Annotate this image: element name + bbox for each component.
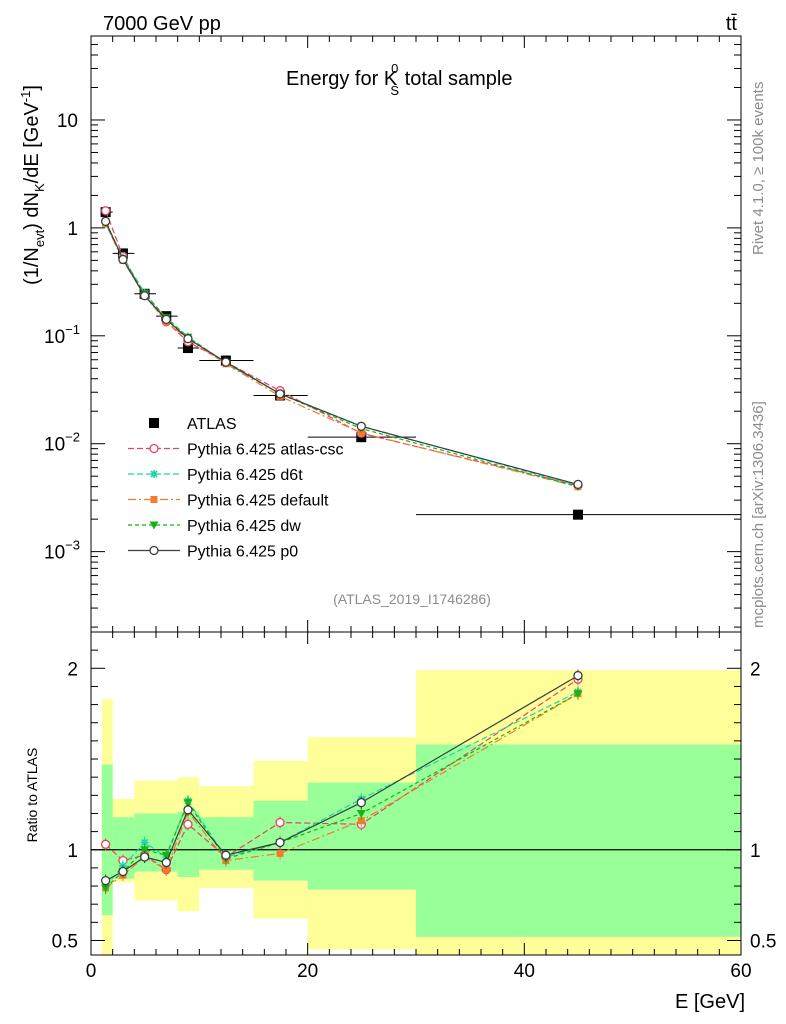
axes [90, 35, 742, 956]
main-point-p0 [100, 216, 111, 226]
ratio-point-dw [356, 809, 366, 818]
band-inner-7 [416, 744, 741, 937]
ratio-y-tick-label-right: 0.5 [750, 931, 776, 952]
ratio-bands [101, 670, 741, 955]
x-tick-label: 60 [730, 961, 751, 982]
x-axis-label: E [GeV] [675, 991, 745, 1013]
ratio-y-tick-label-right: 1 [750, 841, 761, 862]
legend-marker-d6t [150, 470, 158, 478]
data-point [182, 343, 193, 354]
ratio-point-p0 [221, 850, 231, 860]
y-tick-label: 10 [57, 111, 78, 132]
main-point-p0 [161, 314, 171, 325]
legend-marker-p0 [149, 545, 159, 556]
ratio-point-default [276, 849, 284, 857]
ratio-point-default [357, 817, 365, 825]
legend-marker-atlas_csc [149, 443, 159, 454]
main-point-p0 [573, 479, 583, 490]
main-point-p0 [275, 389, 285, 399]
ratio-point-p0 [275, 837, 285, 848]
header-left: 7000 GeV pp [103, 13, 221, 35]
legend: ATLAS Pythia 6.425 atlas-csc Pythia 6.425 … [128, 416, 344, 561]
y-tick-label: 10−1 [44, 322, 80, 348]
ratio-point-atlas_csc [275, 817, 285, 828]
ratio-point-dw [161, 851, 171, 860]
band-inner-0 [101, 764, 113, 916]
main-point-atlas_csc [100, 206, 111, 216]
legend-label-p0: Pythia 6.425 p0 [187, 544, 298, 561]
y-tick-label: 10−2 [44, 430, 80, 456]
ratio-point-dw [101, 884, 111, 893]
main-point-p0 [118, 254, 128, 265]
ratio-y-tick-label: 2 [67, 659, 78, 680]
ratio-point-p0 [183, 805, 193, 815]
legend-marker-data [149, 418, 159, 428]
ratio-point-p0 [139, 852, 150, 862]
mcplots-label: mcplots.cern.ch [arXiv:1306.3436] [750, 401, 767, 628]
ratio-point-atlas_csc [100, 839, 111, 849]
ratio-y-axis-label: Ratio to ATLAS [24, 748, 40, 843]
ratio-y-tick-label-right: 2 [750, 659, 761, 680]
header-right: tt̄ [726, 13, 738, 35]
legend-label-atlas_csc: Pythia 6.425 atlas-csc [187, 442, 344, 459]
ratio-point-dw [140, 846, 150, 855]
main-point-p0 [221, 357, 231, 367]
ratio-point-default [162, 866, 170, 874]
data-point [572, 509, 583, 520]
ratio-point-p0 [573, 670, 583, 681]
ratio-y-tick-label: 1 [67, 841, 78, 862]
ratio-point-d6t [140, 838, 149, 847]
ratio-point-p0 [356, 797, 366, 808]
main-title: Energy for K0 S total sample [286, 61, 512, 98]
y-tick-label: 10−3 [44, 538, 80, 564]
ratio-point-p0 [118, 866, 128, 877]
x-tick-label: 0 [86, 961, 97, 982]
rivet-label: Rivet 4.1.0, ≥ 100k events [750, 82, 767, 255]
main-y-axis-label: (1/Nevt) dNK/dE [GeV-1] [18, 85, 47, 285]
main-point-p0 [183, 334, 193, 344]
legend-label-dw: Pythia 6.425 dw [187, 518, 301, 535]
legend-marker-default [150, 496, 158, 503]
main-series-p0 [100, 216, 583, 490]
legend-label-data: ATLAS [187, 416, 237, 433]
main-point-p0 [139, 291, 150, 301]
ratio-point-p0 [100, 875, 111, 886]
band-inner-3 [177, 811, 200, 877]
ratio-point-dw [183, 799, 193, 808]
plot-layer: 0 20 40 60 10−3 10−2 10−1 1 10 0.5 0.5 1 1 2 2 ATLAS Pyt… [44, 35, 776, 982]
legend-label-d6t: Pythia 6.425 d6t [187, 467, 303, 484]
ratio-point-p0 [161, 857, 171, 868]
legend-label-default: Pythia 6.425 default [187, 493, 329, 510]
x-tick-label: 20 [297, 961, 318, 982]
x-tick-label: 40 [514, 961, 535, 982]
ratio-point-atlas_csc [183, 819, 193, 829]
ratio-y-tick-label: 0.5 [52, 931, 78, 952]
analysis-label: (ATLAS_2019_I1746286) [333, 591, 491, 607]
ratio-point-dw [573, 690, 583, 699]
ratio-line-default [105, 693, 579, 889]
band-inner-1 [112, 817, 135, 879]
main-point-p0 [356, 421, 366, 431]
y-tick-label: 1 [67, 219, 78, 240]
legend-marker-dw [149, 521, 159, 530]
ratio-series-p0 [100, 670, 583, 886]
